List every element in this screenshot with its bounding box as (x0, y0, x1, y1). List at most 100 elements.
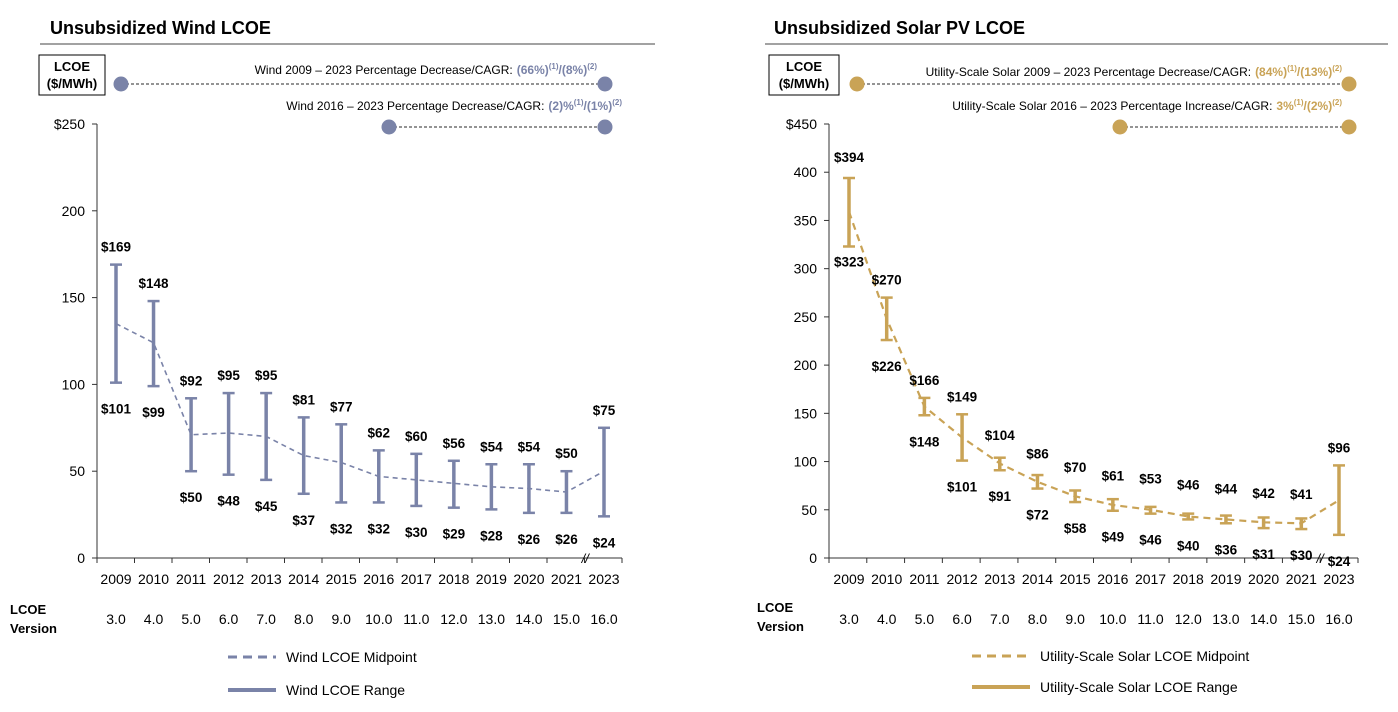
version-label: 9.0 (331, 611, 351, 627)
low-value-label: $32 (330, 521, 353, 536)
x-tick-label: 2014 (1022, 571, 1053, 587)
y-tick-label: $450 (786, 116, 817, 132)
low-value-label: $148 (909, 434, 940, 449)
legend-range-label: Utility-Scale Solar LCOE Range (1040, 679, 1238, 695)
legend-midpoint-label: Utility-Scale Solar LCOE Midpoint (1040, 648, 1249, 664)
panel-title: Unsubsidized Wind LCOE (50, 18, 271, 38)
unit-label-line1: LCOE (54, 59, 90, 74)
y-tick-label: 150 (62, 290, 86, 306)
version-label: 7.0 (256, 611, 276, 627)
low-value-label: $28 (480, 528, 503, 543)
low-value-label: $24 (1328, 554, 1351, 569)
annotation-start-dot-1 (381, 119, 397, 135)
low-value-label: $50 (180, 490, 203, 505)
low-value-label: $36 (1215, 542, 1238, 557)
y-tick-label: 100 (62, 376, 86, 392)
y-tick-label: 350 (794, 212, 818, 228)
low-value-label: $323 (834, 254, 865, 269)
y-tick-label: 200 (794, 357, 818, 373)
version-label: 11.0 (403, 611, 429, 627)
high-value-label: $95 (217, 368, 240, 383)
y-tick-label: 50 (801, 502, 817, 518)
version-label: 11.0 (1137, 611, 1163, 627)
y-tick-label: 0 (77, 550, 85, 566)
y-tick-label: 250 (794, 309, 818, 325)
high-value-label: $270 (872, 273, 902, 288)
y-tick-label: 50 (69, 463, 85, 479)
x-tick-label: 2017 (401, 571, 432, 587)
version-label-line1: LCOE (10, 602, 46, 617)
panel-title: Unsubsidized Solar PV LCOE (774, 18, 1025, 38)
high-value-label: $54 (480, 439, 503, 454)
version-label: 14.0 (1250, 611, 1277, 627)
low-value-label: $101 (101, 402, 132, 417)
low-value-label: $24 (593, 535, 616, 550)
high-value-label: $56 (443, 436, 466, 451)
low-value-label: $91 (989, 489, 1012, 504)
high-value-label: $41 (1290, 487, 1313, 502)
legend-range-label: Wind LCOE Range (286, 682, 405, 698)
annotation-start-dot-0 (849, 76, 865, 92)
version-label: 6.0 (219, 611, 239, 627)
x-tick-label: 2016 (363, 571, 394, 587)
low-value-label: $99 (142, 405, 165, 420)
annotation-2016-2023: Wind 2016 – 2023 Percentage Decrease/CAG… (286, 98, 622, 113)
high-value-label: $62 (368, 425, 391, 440)
legend-midpoint-label: Wind LCOE Midpoint (286, 649, 417, 665)
y-tick-label: 400 (794, 164, 818, 180)
unit-label-line1: LCOE (786, 59, 822, 74)
x-tick-label: 2011 (909, 571, 939, 587)
x-tick-label: 2009 (100, 571, 131, 587)
x-tick-label: 2021 (1286, 571, 1317, 587)
x-tick-label: 2014 (288, 571, 319, 587)
high-value-label: $86 (1026, 447, 1049, 462)
high-value-label: $75 (593, 403, 616, 418)
x-tick-label: 2012 (946, 571, 977, 587)
wind-plot-area: 0 50 100 150 200 $250 2009 3.0 2010 4.0 2011 5.0 201… (54, 76, 623, 627)
high-value-label: $96 (1328, 440, 1351, 455)
midpoint-line (847, 211, 1340, 525)
version-label: 5.0 (915, 611, 935, 627)
x-tick-label: 2020 (513, 571, 544, 587)
solar-plot-area: 0 50 100 150 200 250 300 350 400 $450 2009 3.0 2010 4… (786, 76, 1359, 627)
low-value-label: $40 (1177, 538, 1200, 553)
version-label: 15.0 (553, 611, 580, 627)
x-tick-label: 2020 (1248, 571, 1279, 587)
x-tick-label: 2018 (438, 571, 469, 587)
annotation-end-dot-1 (1341, 119, 1357, 135)
low-value-label: $49 (1102, 530, 1125, 545)
annotation-end-dot-0 (597, 76, 613, 92)
midpoint-line (115, 322, 605, 493)
x-tick-label: 2019 (1210, 571, 1241, 587)
y-tick-label: 300 (794, 261, 818, 277)
x-tick-label: 2023 (588, 571, 619, 587)
version-label: 16.0 (590, 611, 617, 627)
low-value-label: $26 (518, 532, 541, 547)
version-label: 9.0 (1065, 611, 1085, 627)
low-value-label: $30 (405, 525, 428, 540)
high-value-label: $95 (255, 368, 278, 383)
x-tick-label: 2013 (984, 571, 1015, 587)
version-label: 4.0 (877, 611, 897, 627)
low-value-label: $101 (947, 480, 978, 495)
y-tick-label: 200 (62, 203, 86, 219)
version-label: 13.0 (478, 611, 505, 627)
x-tick-label: 2012 (213, 571, 244, 587)
high-value-label: $61 (1102, 469, 1125, 484)
x-tick-label: 2010 (871, 571, 902, 587)
axis-break-mark: // (1316, 551, 1326, 566)
version-label: 6.0 (952, 611, 972, 627)
x-tick-label: 2023 (1323, 571, 1354, 587)
unit-label-line2: ($/MWh) (779, 76, 830, 91)
high-value-label: $77 (330, 399, 353, 414)
axis-break-mark: // (581, 551, 591, 566)
high-value-label: $53 (1139, 472, 1162, 487)
low-value-label: $46 (1139, 533, 1162, 548)
version-label: 3.0 (839, 611, 859, 627)
version-label: 10.0 (365, 611, 392, 627)
low-value-label: $30 (1290, 548, 1313, 563)
version-label: 15.0 (1288, 611, 1315, 627)
high-value-label: $104 (985, 428, 1016, 443)
low-value-label: $72 (1026, 508, 1049, 523)
